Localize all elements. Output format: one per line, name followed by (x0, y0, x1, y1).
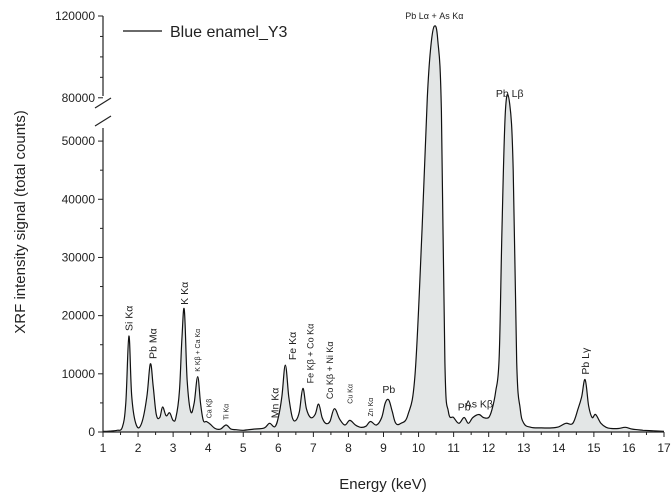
y-tick-label: 0 (88, 425, 95, 439)
x-tick-label: 3 (170, 441, 177, 455)
peak-label: K Kβ + Ca Kα (195, 329, 202, 372)
peak-label: Pb (458, 401, 471, 413)
peak-label: Cu Kα (347, 384, 354, 404)
x-tick-label: 8 (345, 441, 352, 455)
peak-label: Pb Lβ (496, 88, 524, 100)
peak-label: Pb (382, 384, 395, 396)
x-tick-label: 16 (622, 441, 636, 455)
peak-label: Pb Mα (147, 328, 159, 359)
y-axis-title: XRF intensity signal (total counts) (12, 110, 29, 333)
peak-label: Zn Kα (368, 398, 375, 417)
x-axis-title: Energy (keV) (339, 476, 427, 493)
x-tick-label: 17 (657, 441, 671, 455)
x-tick-label: 1 (100, 441, 107, 455)
x-tick-label: 5 (240, 441, 247, 455)
peak-label: K Kα (179, 282, 191, 305)
y-tick-label: 40000 (62, 192, 96, 206)
peak-label: As Kβ (465, 399, 493, 411)
axis-break-mark-upper (94, 97, 112, 109)
x-tick-label: 6 (275, 441, 282, 455)
axis-ticks: 1 2 3 4 5 6 7 8 9 10 11 12 13 14 15 16 17010000200003000… (55, 9, 671, 455)
peak-label: Co Kβ + Ni Kα (325, 341, 335, 399)
plot-area (102, 25, 665, 432)
peak-label: Pb Lα + As Kα (405, 11, 463, 21)
peak-label: Mn Kα (269, 388, 281, 419)
x-tick-label: 4 (205, 441, 212, 455)
y-tick-label: 30000 (62, 250, 96, 264)
x-tick-label: 11 (447, 441, 460, 455)
y-tick-label: 50000 (62, 134, 96, 148)
y-tick-label: 80000 (62, 91, 96, 105)
peak-label: Fe Kβ + Co Kα (306, 324, 316, 384)
peak-label: Si Kα (124, 306, 136, 331)
legend: Blue enamel_Y3 (123, 24, 288, 41)
peak-label: Ca Kβ (206, 399, 213, 419)
x-tick-label: 9 (380, 441, 387, 455)
legend-entry-label: Blue enamel_Y3 (170, 24, 288, 41)
x-tick-label: 7 (310, 441, 317, 455)
peak-label: Fe Kα (287, 332, 299, 360)
x-tick-label: 13 (517, 441, 531, 455)
peak-label: Pb Lγ (580, 347, 592, 375)
x-tick-label: 15 (587, 441, 601, 455)
peak-label: Ti Kα (224, 404, 231, 420)
y-tick-label: 120000 (55, 9, 95, 23)
y-tick-label: 10000 (62, 367, 96, 381)
x-tick-label: 14 (552, 441, 566, 455)
y-tick-label: 20000 (62, 309, 96, 323)
x-tick-label: 2 (135, 441, 142, 455)
axis-break-mark-lower (94, 115, 112, 127)
peak-annotations: Si Kα Pb Mα K Kα K Kβ + Ca Kα Ca Kβ Ti Kα Mn K… (124, 11, 592, 420)
x-tick-label: 12 (482, 441, 496, 455)
spectrum-line-blue-enamel-y3 (102, 25, 665, 432)
x-tick-label: 10 (412, 441, 426, 455)
